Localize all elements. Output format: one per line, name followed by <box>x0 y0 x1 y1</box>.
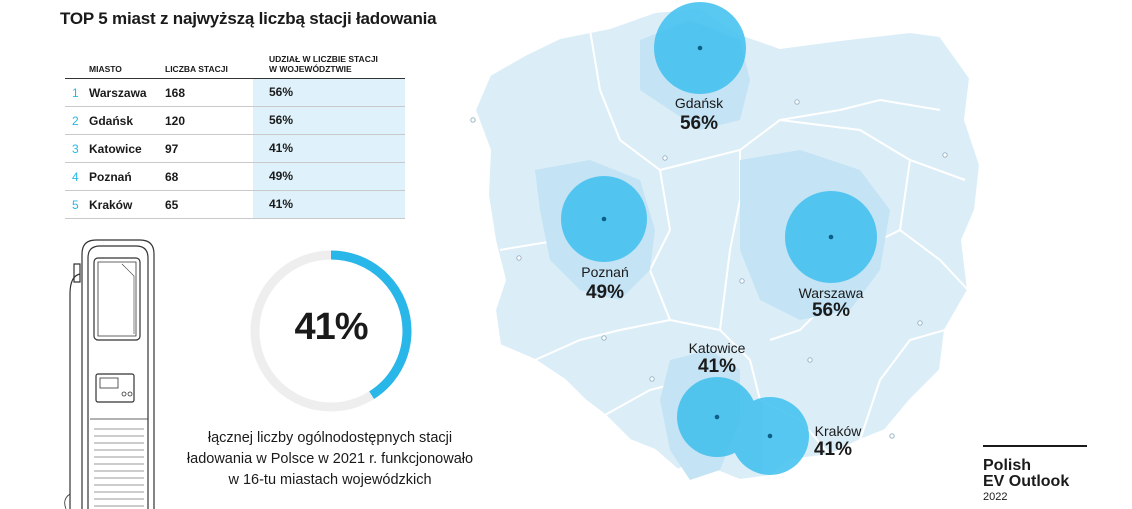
map-label-poznan: Poznań <box>581 264 629 280</box>
map-label-warszawa: Warszawa <box>798 285 864 301</box>
header-share-line1: UDZIAŁ W LICZBIE STACJI <box>269 54 378 64</box>
row-rank: 3 <box>72 142 79 156</box>
map-pct-katowice: 41% <box>697 356 737 377</box>
row-share: 56% <box>253 107 405 134</box>
city-dot <box>807 357 813 363</box>
row-share: 41% <box>253 191 405 218</box>
map-pct-poznan: 49% <box>585 282 625 303</box>
city-center-dot <box>697 45 703 51</box>
caption-line: łącznej liczby ogólnodostępnych stacji <box>207 430 453 446</box>
row-share: 41% <box>253 135 405 162</box>
row-count: 97 <box>165 142 179 156</box>
row-count: 168 <box>165 86 186 100</box>
row-rank: 5 <box>72 198 79 212</box>
table-row: 4 Poznań 68 49% <box>65 163 405 191</box>
brand-line2: EV Outlook <box>983 473 1070 490</box>
city-center-dot <box>828 234 834 240</box>
city-dot <box>516 255 522 261</box>
caption-line: ładowania w Polsce w 2021 r. funkcjonowa… <box>186 451 474 467</box>
row-rank: 2 <box>72 114 79 128</box>
header-city: MIASTO <box>89 64 122 74</box>
stations-table: MIASTO LICZBA STACJI UDZIAŁ W LICZBIE ST… <box>65 48 405 219</box>
city-dot <box>739 278 745 284</box>
table-row: 3 Katowice 97 41% <box>65 135 405 163</box>
brand-rule <box>983 445 1087 447</box>
header-count: LICZBA STACJI <box>165 64 228 74</box>
donut-value-arc <box>250 250 412 412</box>
map-pct-warszawa: 56% <box>811 300 851 321</box>
map-label-gdansk: Gdańsk <box>674 95 724 111</box>
map-label-krakow: Kraków <box>814 423 862 439</box>
row-city: Katowice <box>89 142 142 156</box>
city-dot <box>470 117 476 123</box>
poland-map <box>470 2 982 482</box>
row-count: 120 <box>165 114 186 128</box>
row-city: Poznań <box>89 170 132 184</box>
header-share-line2: W WOJEWÓDZTWIE <box>269 64 352 74</box>
chart-title: TOP 5 miast z najwyższą liczbą stacji ła… <box>60 9 437 28</box>
map-pct-gdansk: 56% <box>679 113 719 134</box>
brand-year: 2022 <box>983 491 1008 503</box>
brand-line1: Polish <box>983 457 1032 474</box>
map-pct-krakow: 41% <box>813 439 853 460</box>
city-center-dot <box>601 216 607 222</box>
row-city: Warszawa <box>89 86 147 100</box>
row-count: 68 <box>165 170 179 184</box>
table-header: MIASTO LICZBA STACJI UDZIAŁ W LICZBIE ST… <box>65 48 405 79</box>
caption-line: w 16-tu miastach wojewódzkich <box>228 472 432 488</box>
donut-value-label: 41% <box>294 306 368 348</box>
table-row: 1 Warszawa 168 56% <box>65 79 405 107</box>
brand-logo: Polish EV Outlook 2022 <box>983 445 1093 503</box>
row-share: 49% <box>253 163 405 190</box>
city-dot <box>942 152 948 158</box>
minor-city-dots <box>470 99 948 439</box>
table-row: 2 Gdańsk 120 56% <box>65 107 405 135</box>
header-share: UDZIAŁ W LICZBIE STACJI W WOJEWÓDZTWIE <box>269 54 378 74</box>
row-share: 56% <box>253 79 405 106</box>
city-center-dot <box>767 433 773 439</box>
city-dot <box>649 376 655 382</box>
row-rank: 4 <box>72 170 79 184</box>
row-city: Kraków <box>89 198 133 212</box>
city-center-dot <box>714 414 720 420</box>
city-center-dots <box>601 45 834 439</box>
share-donut <box>250 250 412 412</box>
city-dot <box>917 320 923 326</box>
city-dot <box>601 335 607 341</box>
charging-station-illustration <box>64 239 155 509</box>
city-dot <box>662 155 668 161</box>
table-row: 5 Kraków 65 41% <box>65 191 405 219</box>
city-dot <box>794 99 800 105</box>
city-dot <box>889 433 895 439</box>
row-city: Gdańsk <box>89 114 134 128</box>
map-label-katowice: Katowice <box>688 340 746 356</box>
row-rank: 1 <box>72 86 79 100</box>
row-count: 65 <box>165 198 179 212</box>
donut-caption: łącznej liczby ogólnodostępnych stacji ł… <box>165 428 495 491</box>
